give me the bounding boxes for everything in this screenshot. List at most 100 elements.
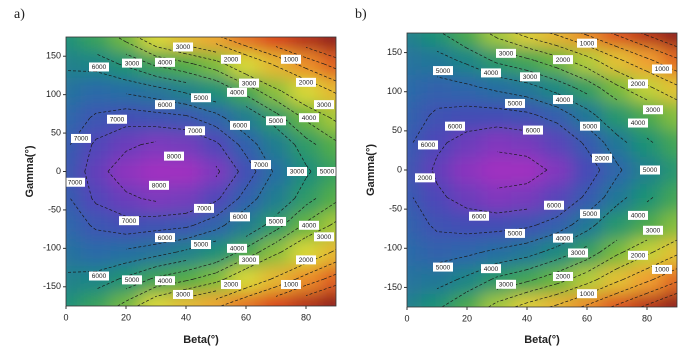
contour-line — [125, 79, 157, 88]
heat-cell — [541, 101, 573, 130]
y-axis-label: Gamma(°) — [24, 145, 36, 197]
contour-line — [526, 169, 548, 184]
contour-label-bg — [155, 100, 175, 110]
contour-label-bg — [221, 279, 241, 289]
heat-cell — [320, 184, 336, 213]
heat-cell — [110, 37, 142, 51]
contour-line — [275, 198, 295, 216]
contour-label-bg — [230, 120, 250, 130]
contour-line — [456, 275, 468, 280]
contour-line — [526, 57, 535, 61]
contour-line — [526, 156, 548, 171]
contour-line — [125, 255, 157, 264]
contour-line — [436, 279, 458, 290]
heat-cell — [601, 210, 633, 239]
contour-line — [295, 63, 307, 69]
contour-line — [245, 155, 257, 172]
heat-cell — [421, 73, 453, 102]
contour-line — [496, 126, 528, 132]
contour-line — [283, 117, 307, 139]
heat-cell — [66, 292, 82, 306]
heat-cell — [451, 46, 483, 75]
contour-label-bg — [469, 211, 489, 221]
contour-label-bg — [281, 279, 301, 289]
contour-line — [245, 45, 277, 57]
x-tick-label: 20 — [462, 313, 472, 323]
contour-label: 6000 — [92, 273, 107, 280]
contour-line — [224, 117, 247, 135]
contour-line — [586, 224, 596, 232]
heat-cell — [80, 238, 112, 267]
contour-line — [481, 87, 498, 92]
contour-line — [556, 67, 588, 81]
contour-label-bg — [496, 279, 516, 289]
heat-cell — [200, 103, 232, 132]
contour-line — [526, 111, 538, 116]
heat-cell — [66, 238, 82, 267]
contour-line — [275, 251, 282, 255]
contour-line — [125, 93, 157, 100]
contour-line — [536, 114, 558, 124]
contour-label: 5000 — [194, 242, 209, 249]
contour-line — [514, 33, 528, 38]
heat-cell — [80, 37, 112, 51]
contour-label-bg — [580, 121, 600, 131]
contour-label-bg — [239, 78, 259, 88]
contour-line — [137, 37, 157, 47]
heat-cell — [80, 292, 112, 306]
y-tick-label: 150 — [46, 51, 61, 61]
heat-cell — [260, 184, 292, 213]
contour-line — [275, 100, 303, 118]
contour-line — [646, 71, 677, 86]
y-tick-label: -50 — [48, 204, 61, 214]
contour-line — [496, 90, 528, 98]
contour-line — [526, 251, 543, 258]
contour-line — [155, 65, 187, 73]
contour-label: 4000 — [631, 213, 646, 220]
contour-label-bg — [296, 255, 316, 265]
contour-line — [652, 268, 677, 280]
contour-label: 2000 — [224, 57, 239, 64]
contour-line — [95, 203, 127, 217]
contour-line — [95, 71, 127, 81]
contour-label: 6000 — [92, 64, 107, 71]
contour-label: 6000 — [526, 127, 541, 134]
contour-line — [155, 227, 187, 232]
contour-line — [514, 302, 528, 307]
contour-label-bg — [251, 160, 271, 170]
contour-line — [155, 251, 177, 257]
contour-label: 5000 — [508, 101, 523, 108]
contour-label: 1000 — [655, 66, 670, 73]
contour-label: 6000 — [547, 202, 562, 209]
contour-line — [224, 63, 247, 75]
contour-line — [616, 197, 628, 206]
contour-line — [125, 66, 157, 77]
contour-label: 4000 — [484, 266, 499, 273]
heat-cell — [481, 73, 513, 102]
contour-line — [283, 204, 307, 226]
contour-label: 1000 — [284, 57, 299, 64]
heat-cell — [140, 292, 172, 306]
heat-cell — [407, 101, 423, 130]
contour-label: 7000 — [122, 218, 137, 225]
contour-label-bg — [266, 116, 286, 126]
contour-label-bg — [520, 72, 540, 82]
contour-line — [436, 105, 468, 109]
contour-line — [466, 279, 492, 293]
contour-line — [556, 224, 573, 234]
contour-line — [305, 284, 336, 296]
contour-label-bg — [496, 48, 516, 58]
contour-label: 3000 — [646, 107, 661, 114]
heat-cell — [451, 183, 483, 212]
heat-cell — [631, 183, 663, 212]
contour-label-bg — [221, 54, 241, 64]
contour-line — [646, 197, 654, 203]
heat-cell — [110, 292, 142, 306]
y-tick-label: -150 — [384, 282, 402, 292]
contour-line — [526, 294, 558, 304]
contour-line — [488, 33, 498, 39]
contour-line — [496, 151, 528, 157]
contour-line — [107, 151, 127, 172]
contour-line — [305, 120, 336, 142]
